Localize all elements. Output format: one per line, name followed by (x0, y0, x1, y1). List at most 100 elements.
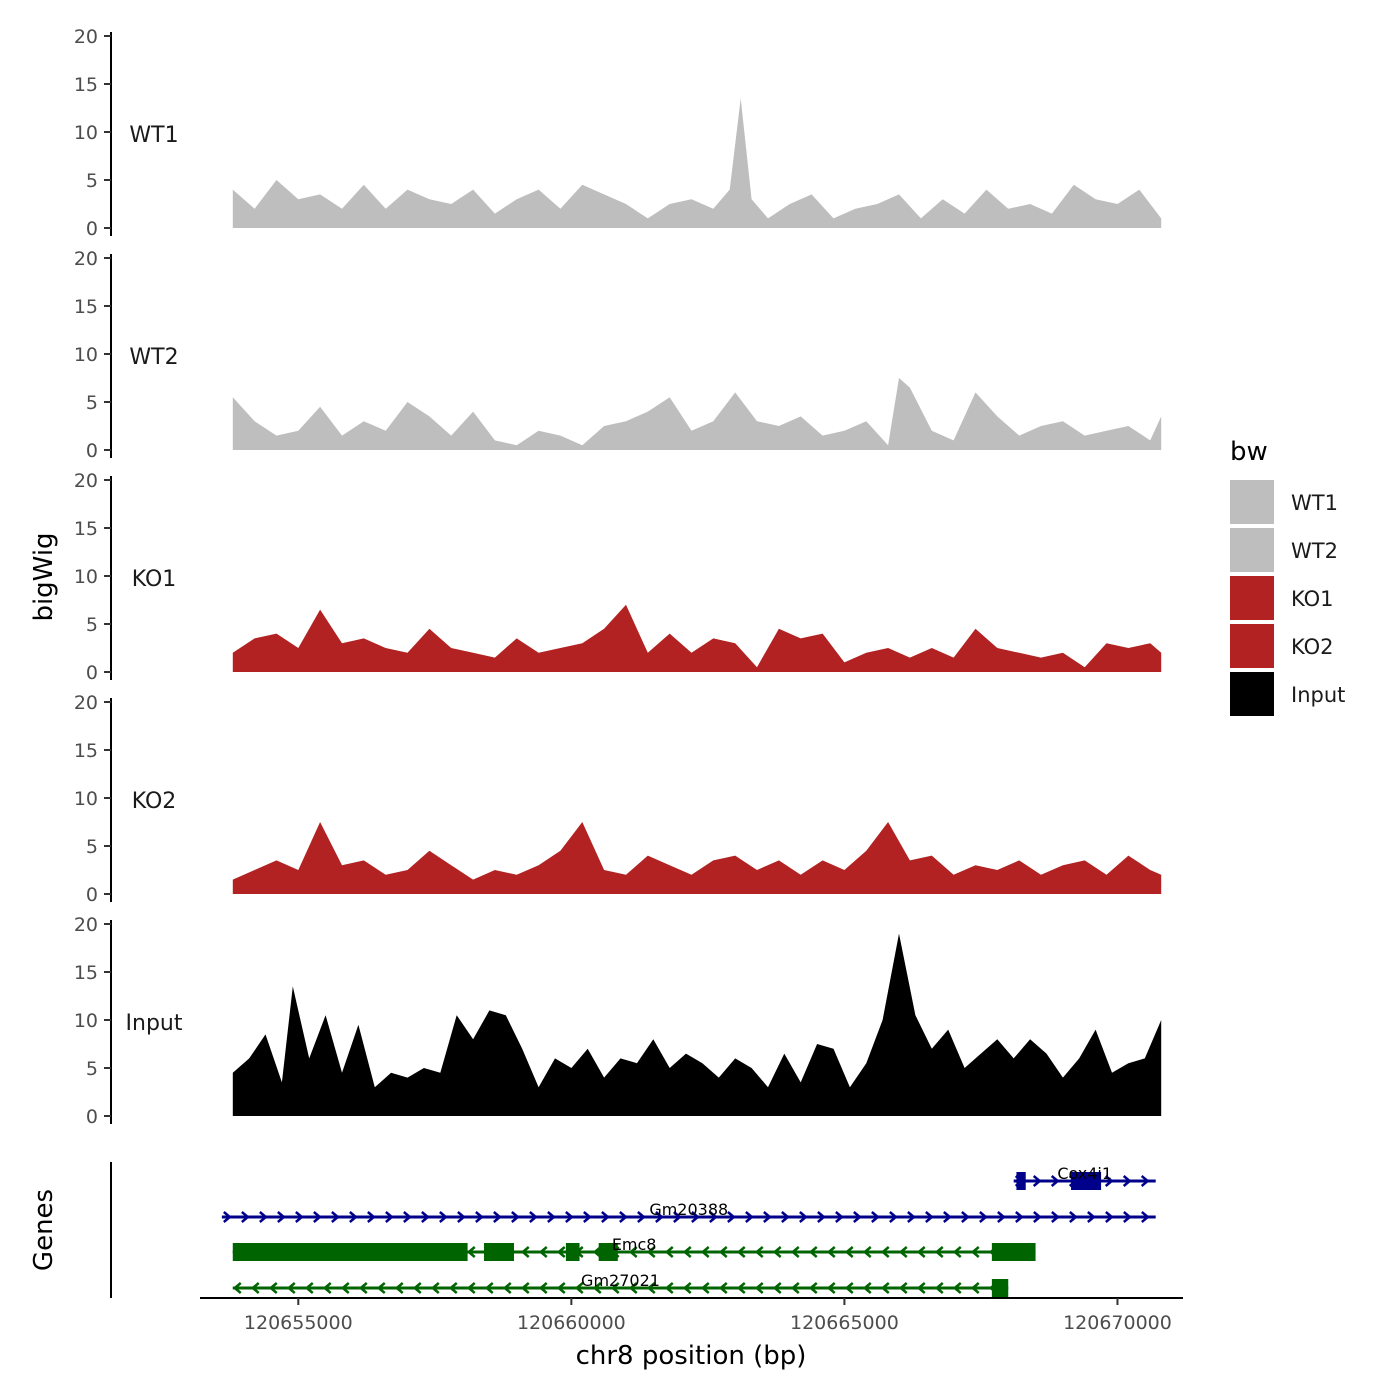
strand-arrow (304, 1282, 314, 1294)
strand-arrow (583, 1211, 592, 1223)
exon (1071, 1172, 1102, 1190)
y-tick-label: 10 (74, 1010, 98, 1032)
track-ko2: 0 5 10 15 20 KO2 (74, 692, 1162, 906)
strand-arrow (808, 1282, 818, 1294)
strand-arrow (844, 1282, 854, 1294)
strand-arrow (700, 1246, 710, 1258)
strand-arrow (412, 1282, 422, 1294)
strand-arrow (853, 1211, 862, 1223)
legend-item-wt1: WT1 (1230, 480, 1338, 524)
y-tick-label: 20 (74, 470, 98, 492)
strand-arrow (430, 1282, 440, 1294)
genes-axis-title: Genes (29, 1189, 59, 1271)
strand-arrow (520, 1282, 530, 1294)
strand-arrow (1104, 1175, 1114, 1187)
strand-arrow (835, 1211, 844, 1223)
strand-arrow (259, 1211, 268, 1223)
legend-label: WT2 (1291, 539, 1338, 563)
strand-arrow (655, 1211, 664, 1223)
y-tick-label: 5 (86, 392, 98, 414)
strand-arrow (1032, 1175, 1042, 1187)
strand-arrow (646, 1246, 656, 1258)
gene-gm27021: Gm27021 (232, 1271, 1009, 1297)
strand-arrow (277, 1211, 286, 1223)
strand-arrow (808, 1246, 818, 1258)
legend-label: KO1 (1291, 587, 1334, 611)
strand-arrow (682, 1246, 692, 1258)
strand-arrow (241, 1211, 250, 1223)
y-tick-label: 0 (86, 884, 98, 906)
exon (1016, 1172, 1026, 1190)
y-tick-label: 15 (74, 74, 98, 96)
gene-label-gm20388: Gm20388 (649, 1200, 728, 1219)
strand-arrow (709, 1211, 718, 1223)
x-axis-title: chr8 position (bp) (576, 1341, 807, 1371)
track-wt1: 0 5 10 15 20 WT1 (74, 26, 1162, 240)
strand-arrow (772, 1246, 782, 1258)
strand-arrow (952, 1246, 962, 1258)
strand-arrow (1141, 1211, 1150, 1223)
strand-arrow (817, 1211, 826, 1223)
legend-label: KO2 (1291, 635, 1334, 659)
y-tick-label: 0 (86, 218, 98, 240)
strand-arrow (547, 1211, 556, 1223)
strand-arrow (349, 1211, 358, 1223)
strand-arrow (619, 1211, 628, 1223)
strand-arrow (223, 1211, 232, 1223)
strand-arrow (367, 1211, 376, 1223)
strand-arrow (898, 1246, 908, 1258)
track-ko1: 0 5 10 15 20 KO1 (74, 470, 1162, 684)
strand-arrow (286, 1282, 296, 1294)
strand-arrow (520, 1246, 530, 1258)
coverage-area-ko2 (232, 822, 1162, 894)
strand-arrow (1122, 1175, 1132, 1187)
strand-arrow (862, 1282, 872, 1294)
y-tick-label: 5 (86, 1058, 98, 1080)
strand-arrow (898, 1282, 908, 1294)
strand-arrow (754, 1282, 764, 1294)
x-tick-label: 120670000 (1063, 1312, 1172, 1334)
strand-arrow (322, 1282, 332, 1294)
y-tick-label: 10 (74, 122, 98, 144)
strand-arrow (484, 1282, 494, 1294)
exon (232, 1243, 468, 1261)
strand-arrow (871, 1211, 880, 1223)
strand-arrow (664, 1246, 674, 1258)
strand-arrow (1015, 1211, 1024, 1223)
legend-swatch (1230, 576, 1274, 620)
strand-arrow (979, 1211, 988, 1223)
strand-arrow (556, 1282, 566, 1294)
strand-arrow (826, 1282, 836, 1294)
y-tick-label: 5 (86, 170, 98, 192)
strand-arrow (1087, 1211, 1096, 1223)
strand-arrow (511, 1211, 520, 1223)
strand-arrow (1123, 1211, 1132, 1223)
strand-arrow (952, 1282, 962, 1294)
strand-arrow (637, 1211, 646, 1223)
strand-arrow (340, 1282, 350, 1294)
y-tick-label: 0 (86, 1106, 98, 1128)
strand-arrow (574, 1282, 584, 1294)
strand-arrow (997, 1211, 1006, 1223)
strand-arrow (1105, 1211, 1114, 1223)
exon (483, 1243, 515, 1261)
legend-item-input: Input (1230, 672, 1345, 716)
strand-arrow (232, 1282, 242, 1294)
strand-arrow (385, 1211, 394, 1223)
strand-arrow (754, 1246, 764, 1258)
strand-arrow (880, 1246, 890, 1258)
strand-arrow (466, 1246, 476, 1258)
strand-arrow (601, 1211, 610, 1223)
strand-arrow (673, 1211, 682, 1223)
x-axis: 120655000 120660000 120665000 120670000 (244, 1298, 1172, 1334)
y-tick-label: 20 (74, 248, 98, 270)
strand-arrow (1140, 1175, 1150, 1187)
strand-arrow (439, 1211, 448, 1223)
legend-item-wt2: WT2 (1230, 528, 1338, 572)
track-label-ko1: KO1 (132, 567, 177, 592)
coverage-area-input (232, 933, 1162, 1116)
y-tick-label: 20 (74, 26, 98, 48)
strand-arrow (916, 1246, 926, 1258)
y-tick-label: 20 (74, 914, 98, 936)
